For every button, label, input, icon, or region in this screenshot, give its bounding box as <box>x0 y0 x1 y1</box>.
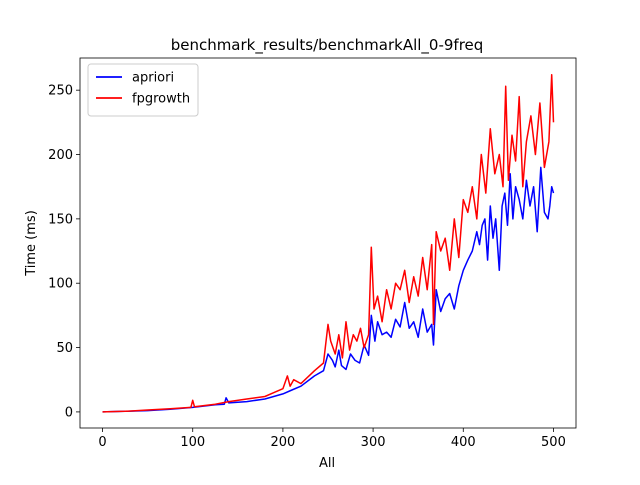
axes-frame <box>79 57 577 429</box>
plot-area: 0 100 200 300 400 500 0 50 100 150 200 250 <box>48 57 577 450</box>
y-tick-label: 50 <box>56 341 73 356</box>
x-tick-label: 500 <box>541 435 566 450</box>
x-axis-label: All <box>319 456 335 471</box>
y-axis-label: Time (ms) <box>24 210 39 277</box>
chart-title: benchmark_results/benchmarkAll_0-9freq <box>171 36 484 55</box>
x-tick-label: 200 <box>270 435 295 450</box>
legend-label-apriori: apriori <box>132 71 174 86</box>
x-tick-label: 100 <box>180 435 205 450</box>
x-tick-label: 300 <box>361 435 386 450</box>
x-tick-label: 400 <box>451 435 476 450</box>
legend-label-fpgrowth: fpgrowth <box>132 92 190 107</box>
y-tick-label: 100 <box>48 277 73 292</box>
series-line-apriori <box>102 166 555 413</box>
y-tick-label: 200 <box>48 148 73 163</box>
y-tick-label: 150 <box>48 212 73 227</box>
y-tick-label: 0 <box>65 405 73 420</box>
series-line-fpgrowth <box>102 73 555 413</box>
legend: apriori fpgrowth <box>87 63 199 117</box>
x-tick-label: 0 <box>98 435 106 450</box>
y-tick-label: 250 <box>48 84 73 99</box>
